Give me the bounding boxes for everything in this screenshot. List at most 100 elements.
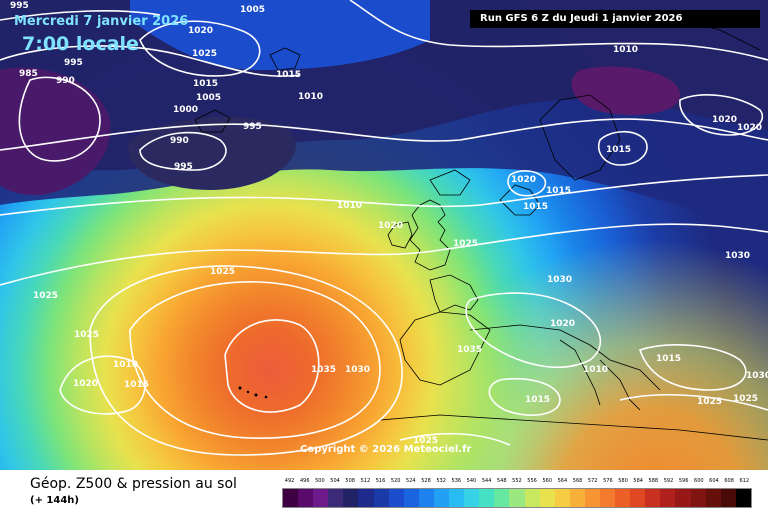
forecast-lead-time: (+ 144h) bbox=[30, 495, 79, 506]
isobar-label: 1015 bbox=[656, 354, 681, 364]
cold-band-blue-west bbox=[130, 0, 430, 70]
legend-swatch bbox=[373, 489, 389, 507]
legend-swatch bbox=[449, 489, 465, 507]
isobar-label: 1020 bbox=[188, 26, 213, 36]
isobar-label: 1015 bbox=[124, 380, 149, 390]
isobar-label: 1020 bbox=[550, 319, 575, 329]
legend-label: 568 bbox=[572, 478, 583, 484]
isobar-label: 1025 bbox=[192, 49, 217, 59]
legend-label: 516 bbox=[375, 478, 386, 484]
forecast-time: 7:00 locale bbox=[22, 33, 139, 55]
legend-swatch bbox=[494, 489, 510, 507]
legend-swatch bbox=[524, 489, 540, 507]
isobar-label: 1020 bbox=[511, 175, 536, 185]
legend-label: 588 bbox=[648, 478, 659, 484]
map-footer: Géop. Z500 & pression au sol (+ 144h) 49… bbox=[0, 470, 768, 512]
legend-label: 552 bbox=[512, 478, 522, 484]
legend-label: 604 bbox=[709, 478, 719, 484]
isobar-label: 1010 bbox=[113, 360, 138, 370]
low-west-purple bbox=[0, 67, 111, 196]
legend-swatch bbox=[433, 489, 450, 507]
legend-label: 600 bbox=[694, 478, 704, 484]
isobar-label: 1030 bbox=[746, 371, 768, 381]
legend-swatch bbox=[735, 489, 751, 507]
coastlines bbox=[194, 9, 768, 441]
legend-label: 556 bbox=[527, 478, 537, 484]
isobar-label: 990 bbox=[170, 136, 189, 146]
legend-swatch bbox=[479, 489, 495, 507]
isobar-label: 990 bbox=[56, 76, 75, 86]
isobar-label: 1015 bbox=[523, 202, 548, 212]
forecast-date: Mercredi 7 janvier 2026 bbox=[14, 14, 189, 29]
legend-label: 496 bbox=[299, 478, 310, 484]
legend-label: 528 bbox=[421, 478, 431, 484]
legend-label: 532 bbox=[436, 478, 446, 484]
legend-swatch bbox=[584, 489, 600, 507]
legend-swatch bbox=[403, 489, 419, 507]
legend-swatches bbox=[282, 488, 752, 508]
isobar-label: 1025 bbox=[697, 397, 722, 407]
isobars bbox=[0, 0, 768, 455]
legend-swatch bbox=[464, 489, 480, 507]
run-info: Run GFS 6 Z du Jeudi 1 janvier 2026 bbox=[470, 10, 760, 28]
legend-label: 564 bbox=[557, 478, 568, 484]
isobar-label: 1020 bbox=[737, 123, 762, 133]
legend-label: 572 bbox=[587, 478, 598, 484]
legend-swatch bbox=[509, 489, 525, 507]
legend-swatch bbox=[599, 489, 616, 507]
isobar-label: 1015 bbox=[276, 70, 301, 80]
legend-label: 508 bbox=[345, 478, 355, 484]
isobar-label: 1020 bbox=[378, 221, 403, 231]
weather-map: 995 1005 1020 1025 985 990 995 1015 1005… bbox=[0, 0, 768, 470]
legend-swatch bbox=[358, 489, 374, 507]
isobar-label: 1000 bbox=[173, 105, 198, 115]
isobar-label: 1005 bbox=[240, 5, 265, 15]
isobar-label: 1030 bbox=[725, 251, 750, 261]
isobar-label: 1015 bbox=[193, 79, 218, 89]
legend-swatch bbox=[675, 489, 691, 507]
isobar-label: 1030 bbox=[345, 365, 370, 375]
legend-swatch bbox=[388, 489, 404, 507]
legend-label: 536 bbox=[451, 478, 462, 484]
legend-swatch bbox=[720, 489, 736, 507]
legend-swatch bbox=[418, 489, 434, 507]
isobar-label: 1010 bbox=[298, 92, 323, 102]
legend-label: 612 bbox=[739, 478, 750, 484]
legend-label: 548 bbox=[496, 478, 507, 484]
isobar-label: 1010 bbox=[337, 201, 362, 211]
isobar-label: 995 bbox=[243, 122, 262, 132]
legend-label: 524 bbox=[406, 478, 416, 484]
isobar-label: 985 bbox=[19, 69, 38, 79]
isobar-label: 1010 bbox=[613, 45, 638, 55]
legend-swatch bbox=[343, 489, 359, 507]
isobar-label: 995 bbox=[10, 1, 29, 11]
isobar-label: 1005 bbox=[196, 93, 221, 103]
legend-label: 544 bbox=[481, 478, 492, 484]
isobar-label: 1025 bbox=[210, 267, 235, 277]
isobar-label: 995 bbox=[174, 162, 193, 172]
isobar-label: 1015 bbox=[606, 145, 631, 155]
legend-label: 500 bbox=[315, 478, 325, 484]
isobar-label: 1025 bbox=[413, 436, 438, 446]
isobar-labels: 995 1005 1020 1025 985 990 995 1015 1005… bbox=[10, 1, 768, 446]
legend-label: 492 bbox=[284, 478, 295, 484]
legend-label: 584 bbox=[633, 478, 643, 484]
legend-swatch bbox=[283, 489, 299, 507]
legend-swatch bbox=[630, 489, 646, 507]
isobar-label: 1010 bbox=[583, 365, 608, 375]
low-east-purple bbox=[571, 66, 680, 115]
map-title: Géop. Z500 & pression au sol bbox=[30, 476, 237, 492]
legend-swatch bbox=[569, 489, 585, 507]
isobar-label: 1035 bbox=[311, 365, 336, 375]
legend-label: 512 bbox=[360, 478, 371, 484]
isobar-label: 1025 bbox=[33, 291, 58, 301]
legend-labels: 492 496 500 504 508 512 516 520 524 528 532 536 540 5… bbox=[282, 478, 752, 488]
legend-swatch bbox=[615, 489, 631, 507]
legend-label: 576 bbox=[603, 478, 613, 484]
legend-label: 520 bbox=[390, 478, 401, 484]
legend-label: 580 bbox=[618, 478, 628, 484]
isobar-label: 1035 bbox=[457, 345, 482, 355]
legend-swatch bbox=[313, 489, 329, 507]
legend-swatch bbox=[660, 489, 676, 507]
isobar-label: 1020 bbox=[73, 379, 98, 389]
